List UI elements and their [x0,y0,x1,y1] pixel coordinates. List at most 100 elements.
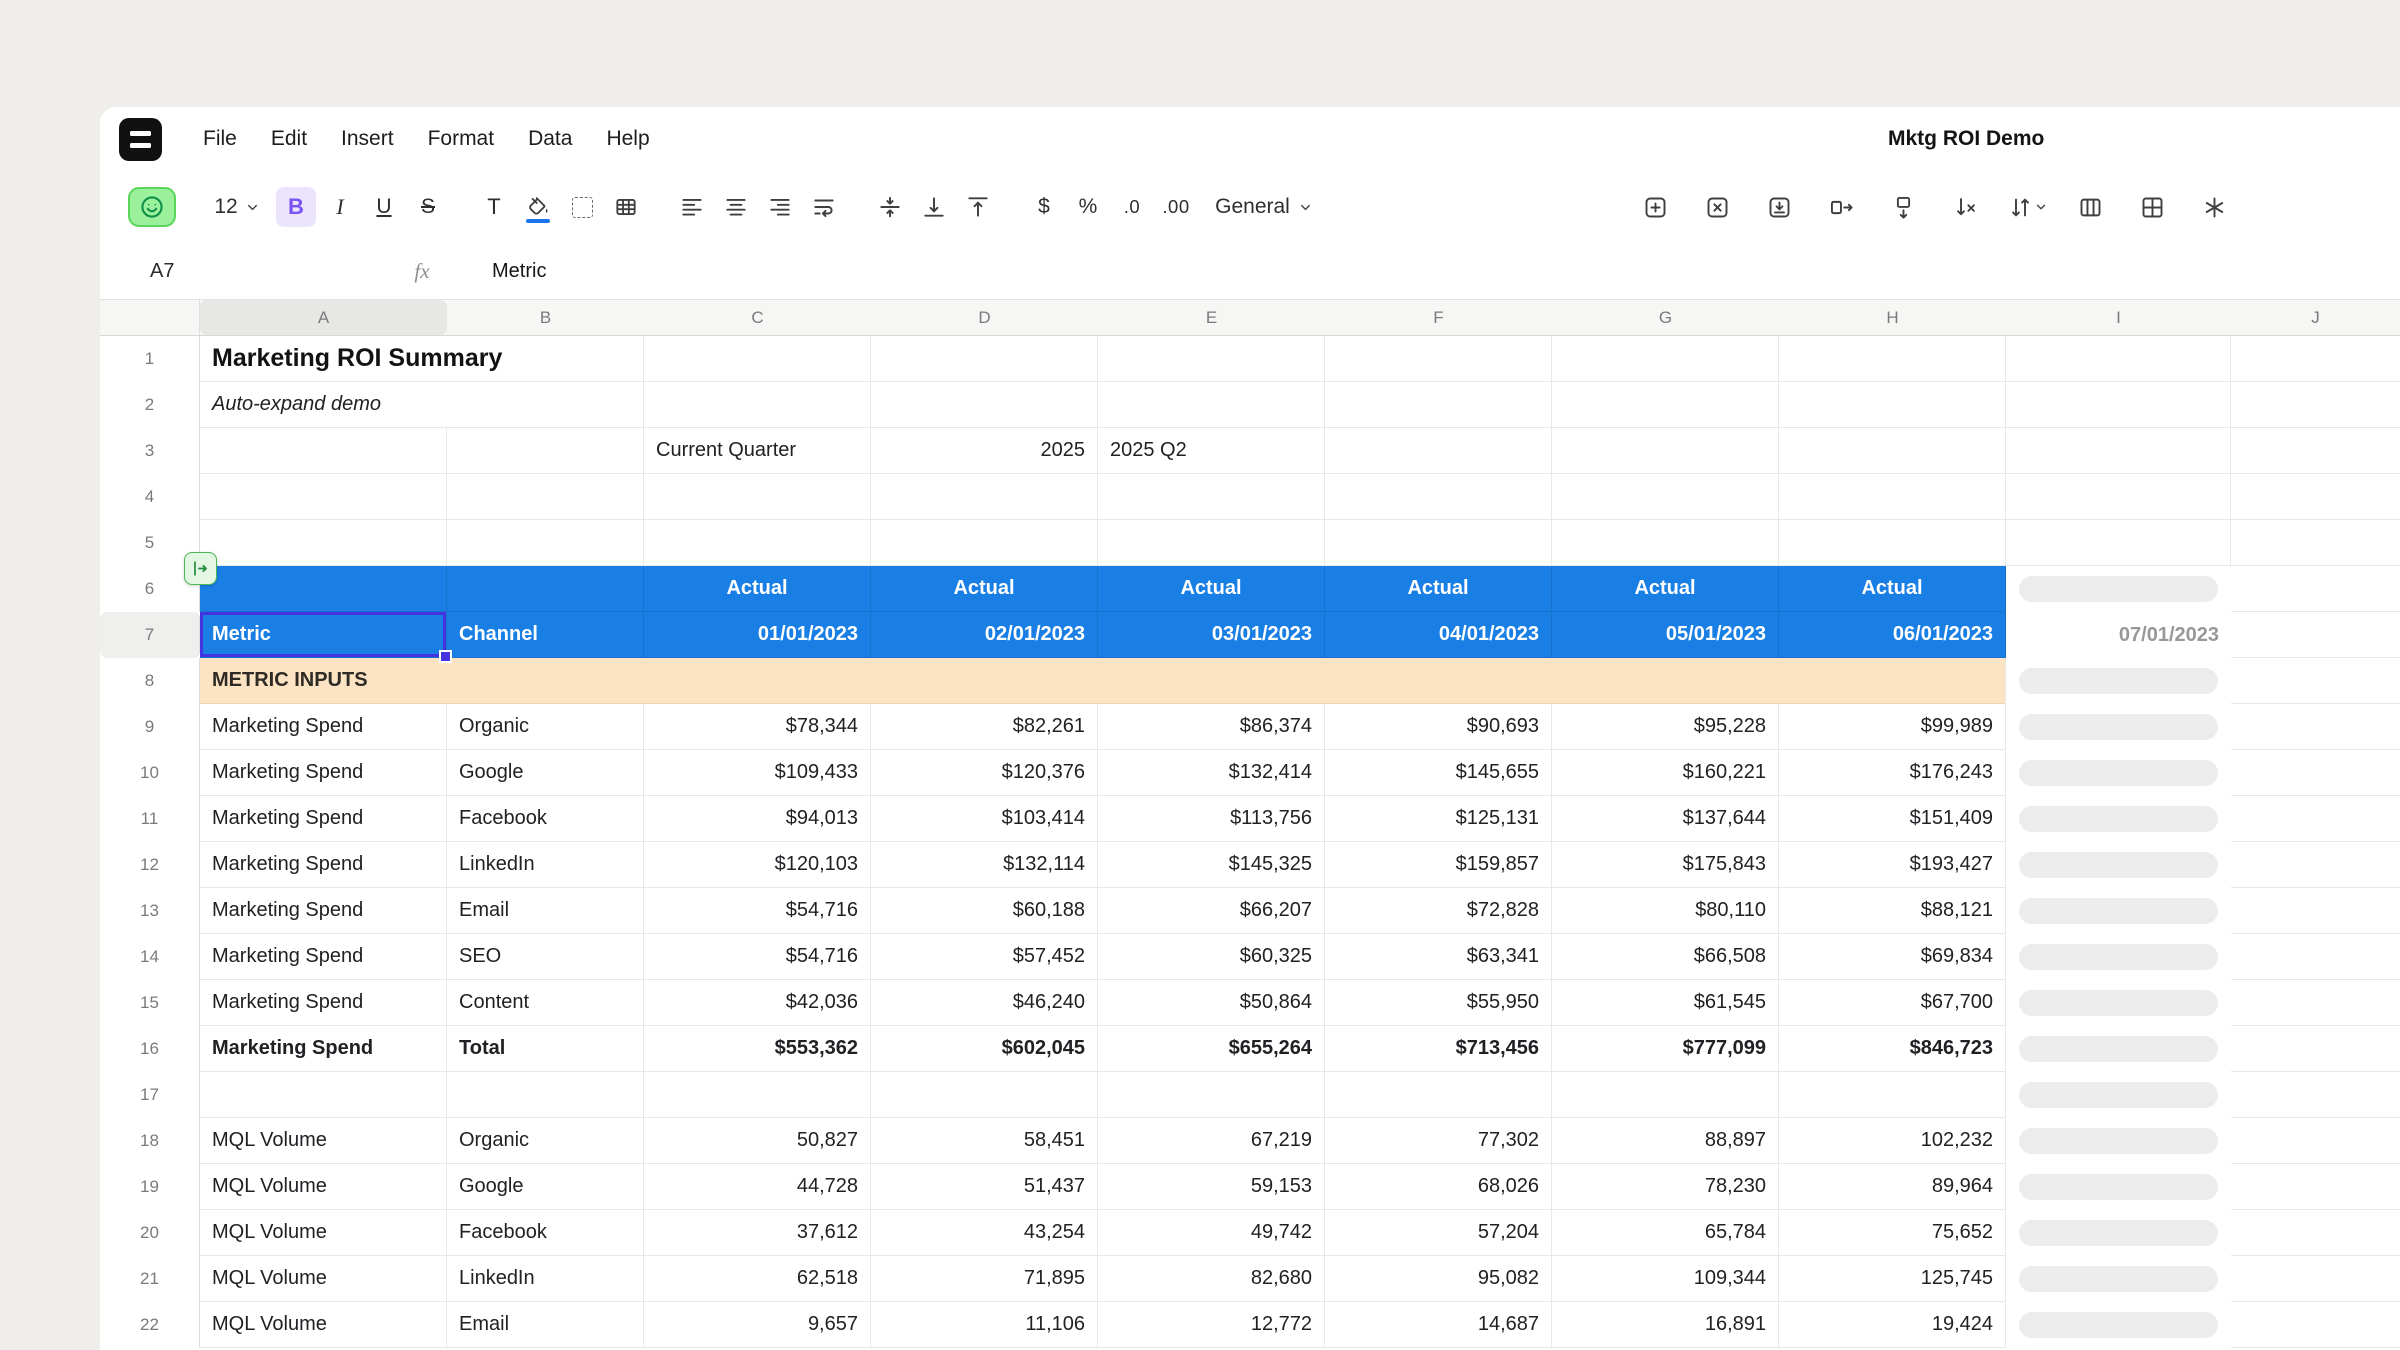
cell-A21[interactable]: MQL Volume [200,1256,447,1302]
cell-I6[interactable] [2006,566,2231,612]
cell-H7[interactable]: 06/01/2023 [1779,612,2006,658]
cell-G7[interactable]: 05/01/2023 [1552,612,1779,658]
cell-G18[interactable]: 88,897 [1552,1118,1779,1164]
cell-J5[interactable] [2231,520,2400,566]
cell-D20[interactable]: 43,254 [871,1210,1098,1256]
cell-I14[interactable] [2006,934,2231,980]
smiley-assistant-button[interactable] [128,187,176,227]
cell-I5[interactable] [2006,520,2231,566]
cell-A4[interactable] [200,474,447,520]
cell-D18[interactable]: 58,451 [871,1118,1098,1164]
cell-E16[interactable]: $655,264 [1098,1026,1325,1072]
cell-E12[interactable]: $145,325 [1098,842,1325,888]
column-header-J[interactable]: J [2311,307,2320,327]
cell-A15[interactable]: Marketing Spend [200,980,447,1026]
cell-G13[interactable]: $80,110 [1552,888,1779,934]
cell-A6[interactable] [200,566,447,612]
cell-E2[interactable] [1098,382,1325,428]
cell-G16[interactable]: $777,099 [1552,1026,1779,1072]
cell-H13[interactable]: $88,121 [1779,888,2006,934]
snowflake-button[interactable] [2194,187,2234,227]
cell-I11[interactable] [2006,796,2231,842]
cell-E14[interactable]: $60,325 [1098,934,1325,980]
cell-A8[interactable]: METRIC INPUTS [200,658,2006,704]
cell-A16[interactable]: Marketing Spend [200,1026,447,1072]
grid-button[interactable] [2132,187,2172,227]
cell-G4[interactable] [1552,474,1779,520]
cell-J8[interactable] [2231,658,2400,704]
column-header-I[interactable]: I [2116,307,2121,327]
cell-G19[interactable]: 78,230 [1552,1164,1779,1210]
cell-I17[interactable] [2006,1072,2231,1118]
cell-B12[interactable]: LinkedIn [447,842,644,888]
row-header-5[interactable]: 5 [100,520,200,566]
cell-B20[interactable]: Facebook [447,1210,644,1256]
cell-B15[interactable]: Content [447,980,644,1026]
cell-C7[interactable]: 01/01/2023 [644,612,871,658]
cell-I10[interactable] [2006,750,2231,796]
cell-F17[interactable] [1325,1072,1552,1118]
cell-H12[interactable]: $193,427 [1779,842,2006,888]
cell-C22[interactable]: 9,657 [644,1302,871,1348]
cell-I22[interactable] [2006,1302,2231,1348]
cell-G20[interactable]: 65,784 [1552,1210,1779,1256]
cell-F11[interactable]: $125,131 [1325,796,1552,842]
table-columns-button[interactable] [2070,187,2110,227]
cell-H5[interactable] [1779,520,2006,566]
cell-H19[interactable]: 89,964 [1779,1164,2006,1210]
cell-H2[interactable] [1779,382,2006,428]
row-header-14[interactable]: 14 [100,934,200,980]
cell-A12[interactable]: Marketing Spend [200,842,447,888]
cell-D6[interactable]: Actual [871,566,1098,612]
cell-E4[interactable] [1098,474,1325,520]
cell-J6[interactable] [2231,566,2400,612]
cell-F16[interactable]: $713,456 [1325,1026,1552,1072]
cell-D11[interactable]: $103,414 [871,796,1098,842]
cell-F7[interactable]: 04/01/2023 [1325,612,1552,658]
cell-J16[interactable] [2231,1026,2400,1072]
cell-D10[interactable]: $120,376 [871,750,1098,796]
cell-B22[interactable]: Email [447,1302,644,1348]
cell-F13[interactable]: $72,828 [1325,888,1552,934]
cell-F19[interactable]: 68,026 [1325,1164,1552,1210]
cell-I7[interactable]: 07/01/2023 [2118,623,2219,646]
cell-C12[interactable]: $120,103 [644,842,871,888]
cell-F22[interactable]: 14,687 [1325,1302,1552,1348]
cell-I9[interactable] [2006,704,2231,750]
cell-B14[interactable]: SEO [447,934,644,980]
cell-H10[interactable]: $176,243 [1779,750,2006,796]
cell-A20[interactable]: MQL Volume [200,1210,447,1256]
cell-I3[interactable] [2006,428,2231,474]
cell-A2[interactable]: Auto-expand demo [200,382,644,428]
cell-H3[interactable] [1779,428,2006,474]
row-header-2[interactable]: 2 [100,382,200,428]
cell-E9[interactable]: $86,374 [1098,704,1325,750]
cell-C11[interactable]: $94,013 [644,796,871,842]
row-header-12[interactable]: 12 [100,842,200,888]
column-header-D[interactable]: D [978,307,991,327]
cell-E11[interactable]: $113,756 [1098,796,1325,842]
cell-F18[interactable]: 77,302 [1325,1118,1552,1164]
cell-E3[interactable]: 2025 Q2 [1098,428,1325,474]
plus-square-button[interactable] [1635,187,1675,227]
increase-decimal-button[interactable]: .00 [1156,187,1196,227]
cell-B3[interactable] [447,428,644,474]
cell-A14[interactable]: Marketing Spend [200,934,447,980]
cell-J18[interactable] [2231,1118,2400,1164]
text-wrap-button[interactable] [804,187,844,227]
cell-D5[interactable] [871,520,1098,566]
cell-G22[interactable]: 16,891 [1552,1302,1779,1348]
cell-B11[interactable]: Facebook [447,796,644,842]
cell-F1[interactable] [1325,336,1552,382]
cell-A22[interactable]: MQL Volume [200,1302,447,1348]
cell-J17[interactable] [2231,1072,2400,1118]
underline-button[interactable]: U [364,187,404,227]
row-header-18[interactable]: 18 [100,1118,200,1164]
cell-E13[interactable]: $66,207 [1098,888,1325,934]
cell-F15[interactable]: $55,950 [1325,980,1552,1026]
cell-G1[interactable] [1552,336,1779,382]
cell-C3[interactable]: Current Quarter [644,428,871,474]
cell-F12[interactable]: $159,857 [1325,842,1552,888]
percent-format-button[interactable]: % [1068,187,1108,227]
cell-C4[interactable] [644,474,871,520]
